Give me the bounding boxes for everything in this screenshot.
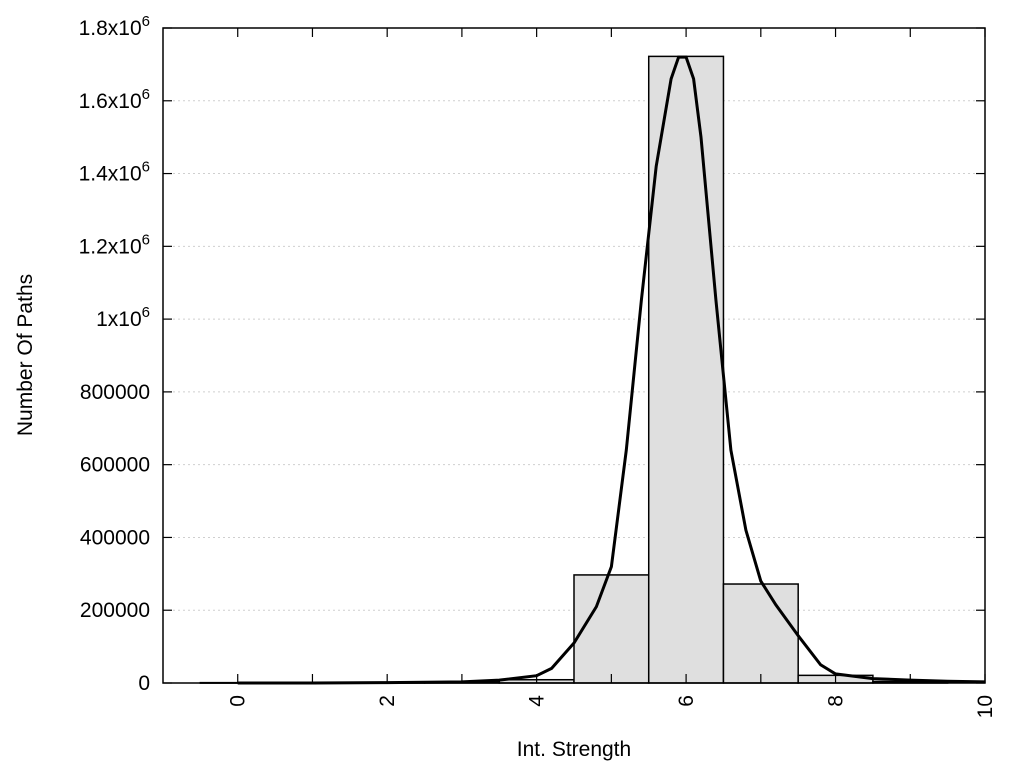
- histogram-bar: [647, 55, 725, 684]
- y-tick-label: 400000: [80, 526, 150, 549]
- y-tick-labels: 0 200000 400000 600000 800000 1x106 1.2x106 1.4…: [79, 13, 150, 695]
- y-tick-label: 600000: [80, 454, 150, 477]
- y-tick-label: 1x106: [96, 304, 150, 331]
- gridlines: [163, 100, 985, 611]
- x-tick-label: 10: [974, 695, 997, 718]
- x-tick-label: 6: [675, 695, 698, 707]
- fit-curve-line: [237, 55, 986, 685]
- y-tick-label: 800000: [80, 381, 150, 404]
- plot-frame: [162, 27, 986, 684]
- axis-ticks: [163, 27, 986, 684]
- x-tick-labels: 0 2 4 6 8 10: [227, 695, 997, 719]
- y-tick-label: 200000: [80, 599, 150, 622]
- x-tick-label: 2: [376, 695, 399, 707]
- y-axis-title: Number Of Paths: [14, 274, 37, 436]
- x-tick-label: 8: [825, 695, 848, 707]
- fit-curve: [237, 55, 986, 685]
- y-tick-label: 0: [138, 672, 150, 695]
- y-tick-label: 1.6x106: [79, 86, 150, 113]
- bars: [199, 55, 949, 684]
- x-tick-label: 0: [227, 695, 250, 707]
- histogram-bar: [573, 574, 650, 684]
- histogram-bar: [722, 583, 799, 684]
- x-axis-title: Int. Strength: [517, 738, 631, 761]
- x-tick-label: 4: [526, 695, 549, 707]
- y-tick-label: 1.8x106: [79, 13, 150, 40]
- y-tick-label: 1.2x106: [79, 231, 150, 258]
- y-tick-label: 1.4x106: [79, 159, 150, 186]
